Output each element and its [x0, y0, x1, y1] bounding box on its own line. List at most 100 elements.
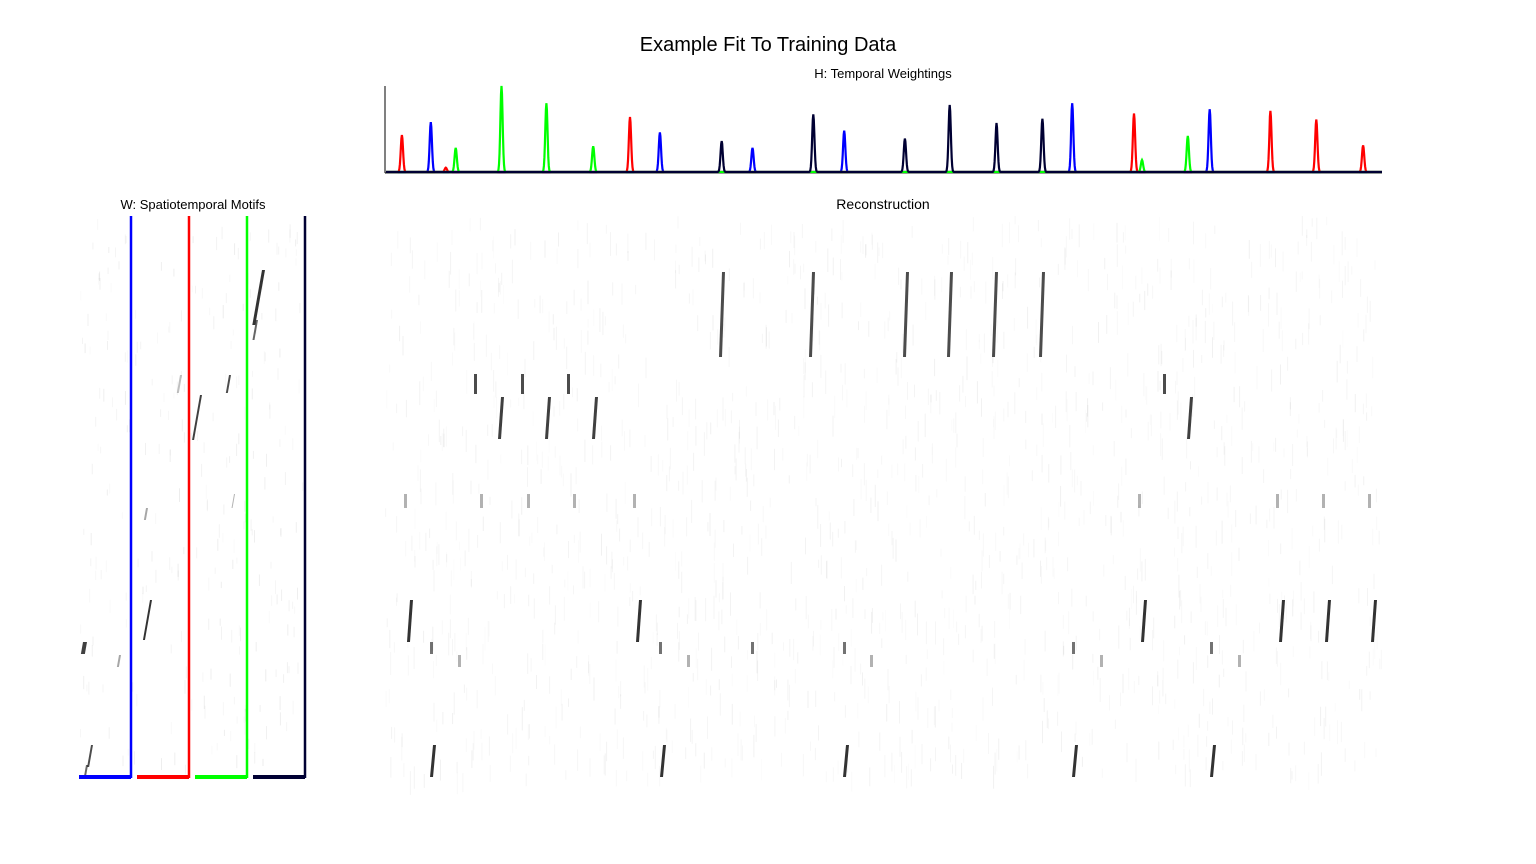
reconstruction-noise-mark — [1087, 405, 1089, 428]
reconstruction-noise-mark — [723, 323, 724, 337]
reconstruction-noise-mark — [1280, 663, 1281, 686]
reconstruction-noise-mark — [452, 473, 454, 495]
reconstruction-noise-mark — [906, 766, 907, 788]
reconstruction-noise-mark — [1007, 274, 1008, 287]
reconstruction-noise-mark — [1009, 222, 1010, 243]
h-panel-title: H: Temporal Weightings — [814, 66, 952, 81]
w-noise-mark — [214, 567, 216, 574]
reconstruction-noise-mark — [920, 519, 921, 537]
reconstruction-noise-mark — [902, 612, 903, 633]
w-noise-mark — [236, 755, 238, 769]
reconstruction-noise-mark — [983, 697, 984, 720]
reconstruction-noise-mark — [446, 552, 447, 567]
w-noise-mark — [161, 758, 162, 771]
w-noise-mark — [234, 539, 235, 553]
reconstruction-noise-mark — [1158, 345, 1160, 365]
reconstruction-noise-mark — [619, 528, 621, 542]
reconstruction-noise-mark — [760, 292, 761, 303]
reconstruction-noise-mark — [691, 499, 693, 524]
reconstruction-noise-mark — [409, 237, 411, 254]
w-noise-mark — [116, 408, 118, 421]
reconstruction-noise-mark — [855, 648, 856, 672]
reconstruction-noise-mark — [645, 682, 646, 693]
w-noise-mark — [174, 752, 176, 766]
reconstruction-noise-mark — [448, 632, 450, 656]
reconstruction-noise-mark — [1268, 540, 1269, 556]
reconstruction-noise-mark — [1098, 322, 1099, 343]
reconstruction-noise-mark — [1221, 520, 1223, 544]
reconstruction-noise-mark — [646, 714, 648, 728]
reconstruction-noise-mark — [754, 716, 755, 728]
reconstruction-noise-mark — [1042, 720, 1043, 744]
reconstruction-noise-mark — [611, 552, 612, 569]
reconstruction-noise-mark — [795, 669, 796, 683]
reconstruction-noise-mark — [518, 398, 519, 406]
reconstruction-noise-mark — [934, 358, 936, 377]
reconstruction-noise-mark — [1014, 318, 1015, 331]
reconstruction-noise-mark — [1323, 516, 1325, 530]
w-noise-mark — [236, 376, 237, 388]
reconstruction-noise-mark — [856, 579, 857, 593]
reconstruction-noise-mark — [889, 686, 890, 703]
reconstruction-noise-mark — [960, 241, 961, 259]
reconstruction-noise-mark — [1146, 386, 1147, 404]
w-noise-mark — [244, 407, 245, 420]
w-noise-mark — [249, 289, 251, 298]
reconstruction-noise-mark — [800, 266, 801, 280]
reconstruction-noise-mark — [672, 417, 674, 428]
h-series-line-4 — [386, 104, 1382, 174]
reconstruction-noise-mark — [1162, 679, 1164, 697]
reconstruction-noise-mark — [581, 330, 582, 353]
reconstruction-noise-mark — [678, 561, 680, 579]
reconstruction-noise-mark — [892, 537, 894, 559]
reconstruction-noise-mark — [472, 743, 474, 761]
reconstruction-noise-mark — [587, 330, 589, 345]
reconstruction-noise-mark — [616, 520, 617, 531]
reconstruction-noise-mark — [785, 718, 786, 734]
reconstruction-noise-mark — [912, 324, 914, 346]
reconstruction-noise-mark — [452, 713, 454, 725]
reconstruction-noise-mark — [1077, 260, 1078, 277]
reconstruction-noise-mark — [1204, 320, 1206, 344]
reconstruction-noise-mark — [606, 493, 608, 512]
reconstruction-noise-mark — [840, 259, 841, 280]
reconstruction-noise-mark — [1226, 415, 1227, 423]
reconstruction-noise-mark — [409, 276, 410, 293]
w-noise-mark — [220, 581, 222, 589]
reconstruction-noise-mark — [576, 656, 578, 668]
reconstruction-noise-mark — [881, 564, 883, 586]
reconstruction-noise-mark — [731, 656, 732, 668]
reconstruction-noise-mark — [650, 456, 652, 472]
w-noise-mark — [183, 432, 185, 443]
reconstruction-noise-mark — [820, 620, 821, 630]
reconstruction-noise-mark — [717, 329, 718, 344]
reconstruction-noise-mark — [762, 334, 763, 343]
reconstruction-noise-mark — [1201, 289, 1203, 306]
reconstruction-noise-mark — [966, 356, 968, 381]
reconstruction-noise-mark — [1072, 229, 1073, 239]
reconstruction-noise-mark — [1093, 445, 1094, 455]
w-noise-mark — [269, 611, 270, 623]
reconstruction-noise-mark — [1109, 695, 1110, 710]
reconstruction-noise-mark — [907, 571, 909, 582]
reconstruction-noise-mark — [434, 399, 435, 412]
reconstruction-noise-mark — [631, 618, 632, 630]
reconstruction-noise-mark — [831, 228, 833, 242]
reconstruction-noise-mark — [688, 687, 689, 708]
reconstruction-noise-mark — [763, 506, 764, 522]
reconstruction-noise-mark — [486, 335, 487, 357]
reconstruction-noise-mark — [858, 321, 859, 331]
reconstruction-noise-mark — [576, 467, 577, 484]
reconstruction-noise-mark — [1122, 232, 1124, 243]
reconstruction-noise-mark — [510, 400, 511, 408]
reconstruction-noise-mark — [1341, 525, 1342, 540]
reconstruction-noise-mark — [1366, 393, 1367, 408]
reconstruction-noise-mark — [1091, 728, 1093, 745]
reconstruction-noise-mark — [510, 234, 512, 249]
reconstruction-noise-mark — [723, 520, 725, 533]
reconstruction-noise-mark — [1137, 568, 1139, 580]
reconstruction-noise-mark — [1347, 361, 1348, 374]
reconstruction-noise-mark — [1135, 590, 1137, 615]
reconstruction-event — [1072, 745, 1078, 777]
reconstruction-noise-mark — [820, 555, 822, 575]
